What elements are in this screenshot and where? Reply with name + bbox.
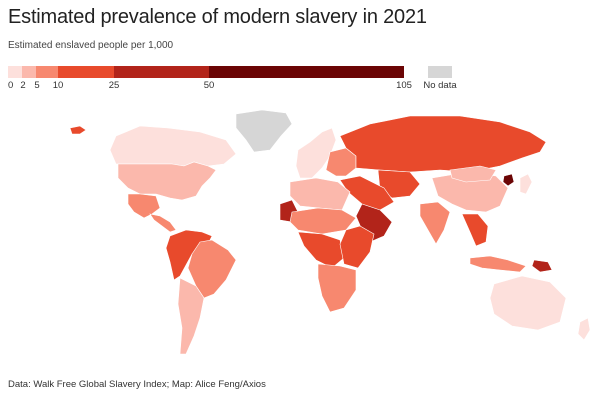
legend-bin-10-25: [58, 66, 114, 78]
legend-no-data-label: No data: [423, 80, 457, 91]
region-new-zealand: [577, 317, 591, 341]
region-brazil: [187, 239, 237, 299]
region-southern-africa: [317, 263, 357, 313]
region-north-korea: [502, 173, 515, 187]
legend-tick-50: 50: [203, 80, 215, 91]
legend-bin-50-105: [209, 66, 404, 78]
region-united-states: [117, 161, 217, 201]
world-choropleth-map: [69, 109, 591, 355]
region-east-africa: [339, 225, 375, 269]
legend: 0 2 5 10 25 50 105: [8, 66, 458, 106]
legend-bin-0-2: [8, 66, 22, 78]
region-greenland: [235, 109, 293, 153]
region-central-america: [149, 213, 177, 233]
map-title: Estimated prevalence of modern slavery i…: [8, 6, 427, 28]
region-mongolia: [449, 165, 497, 183]
region-iceland: [69, 125, 87, 135]
region-russia: [339, 115, 547, 173]
region-canada: [109, 125, 237, 167]
region-southern-cone: [177, 277, 205, 355]
legend-bin-5-10: [36, 66, 58, 78]
region-papua-new-guinea: [531, 259, 553, 273]
legend-tick-105: 105: [396, 80, 412, 91]
region-north-africa: [289, 177, 351, 211]
map-subtitle: Estimated enslaved people per 1,000: [8, 40, 174, 51]
region-middle-east: [339, 175, 395, 211]
region-indonesia: [469, 255, 527, 273]
region-india: [419, 201, 451, 245]
legend-tick-10: 10: [52, 80, 64, 91]
legend-tick-5: 5: [34, 80, 40, 91]
region-central-africa: [297, 231, 345, 269]
legend-bin-25-50: [114, 66, 209, 78]
source-note: Data: Walk Free Global Slavery Index; Ma…: [8, 379, 266, 390]
legend-bin-2-5: [22, 66, 36, 78]
region-southeast-asia: [461, 213, 489, 247]
region-japan: [519, 173, 533, 195]
legend-tick-25: 25: [108, 80, 120, 91]
legend-tick-2: 2: [20, 80, 26, 91]
region-australia: [489, 275, 567, 331]
region-mexico: [127, 193, 161, 219]
legend-no-data-swatch: [428, 66, 452, 78]
legend-tick-0: 0: [8, 80, 14, 91]
